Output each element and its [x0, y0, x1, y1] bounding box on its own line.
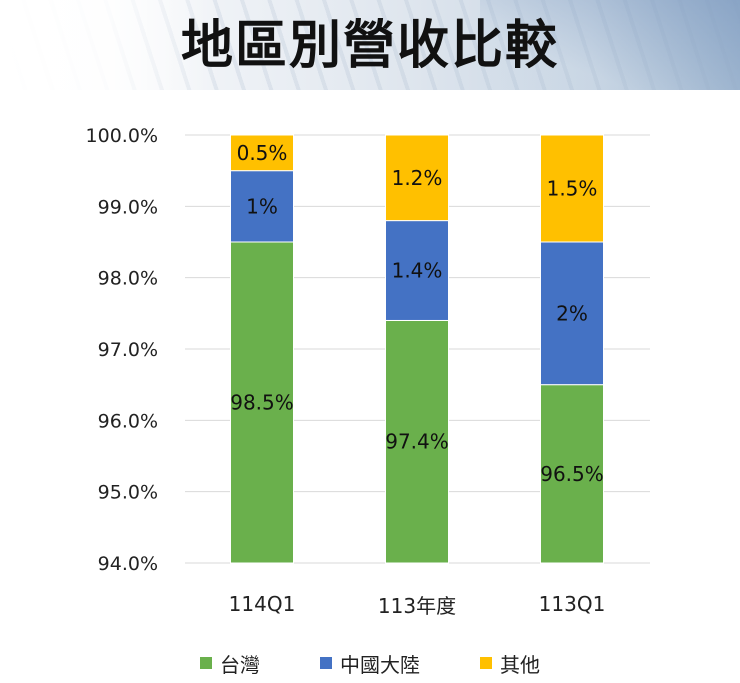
data-label: 98.5% — [230, 391, 294, 415]
data-label: 2% — [556, 301, 588, 325]
legend-swatch-other — [480, 657, 492, 669]
legend-item-taiwan: 台灣 — [200, 649, 260, 678]
y-tick-label: 98.0% — [98, 268, 158, 290]
legend-item-other: 其他 — [480, 649, 540, 678]
data-label: 1.4% — [392, 259, 443, 283]
bar-segment — [540, 384, 604, 564]
data-label: 1.2% — [392, 166, 443, 190]
stacked-bar-chart: 94.0% 95.0% 96.0% 97.0% 98.0% 99.0% 100.0% 98.… — [86, 125, 650, 618]
bar-segment — [385, 134, 449, 222]
data-labels: 98.5% 1% 0.5% 97.4% 1.4% 1.2% 96.5% 2% 1.5% — [230, 141, 604, 486]
legend-label-china: 中國大陸 — [340, 652, 420, 677]
chart-title: 地區別營收比較 — [180, 16, 559, 76]
y-tick-label: 94.0% — [98, 553, 158, 575]
data-label: 1% — [246, 194, 278, 218]
y-axis-ticks: 94.0% 95.0% 96.0% 97.0% 98.0% 99.0% 100.0% — [86, 125, 158, 575]
bar-segment — [385, 220, 449, 321]
bar-segment — [230, 134, 294, 172]
x-category-label: 113年度 — [378, 594, 456, 618]
y-tick-label: 95.0% — [98, 482, 158, 504]
legend-swatch-taiwan — [200, 657, 212, 669]
legend-label-other: 其他 — [500, 652, 540, 677]
x-axis-categories: 114Q1 113年度 113Q1 — [229, 592, 606, 618]
bars — [230, 134, 604, 564]
x-category-label: 114Q1 — [229, 592, 296, 616]
legend-swatch-china — [320, 657, 332, 669]
legend: 台灣 中國大陸 其他 — [0, 648, 740, 678]
banner-fade — [0, 0, 220, 90]
y-tick-label: 99.0% — [98, 196, 158, 218]
bar-segment — [230, 170, 294, 243]
legend-item-china: 中國大陸 — [320, 649, 420, 678]
data-label: 96.5% — [540, 462, 604, 486]
title-banner: 地區別營收比較 — [0, 0, 740, 90]
legend-label-taiwan: 台灣 — [220, 652, 260, 677]
y-tick-label: 96.0% — [98, 410, 158, 432]
x-category-label: 113Q1 — [539, 592, 606, 616]
bar-segment — [540, 134, 604, 243]
y-tick-label: 100.0% — [86, 125, 158, 147]
data-label: 1.5% — [547, 177, 598, 201]
data-label: 97.4% — [385, 430, 449, 454]
bar-segment — [230, 241, 294, 564]
data-label: 0.5% — [237, 141, 288, 165]
banner-sky-glow — [480, 0, 740, 90]
y-tick-label: 97.0% — [98, 339, 158, 361]
